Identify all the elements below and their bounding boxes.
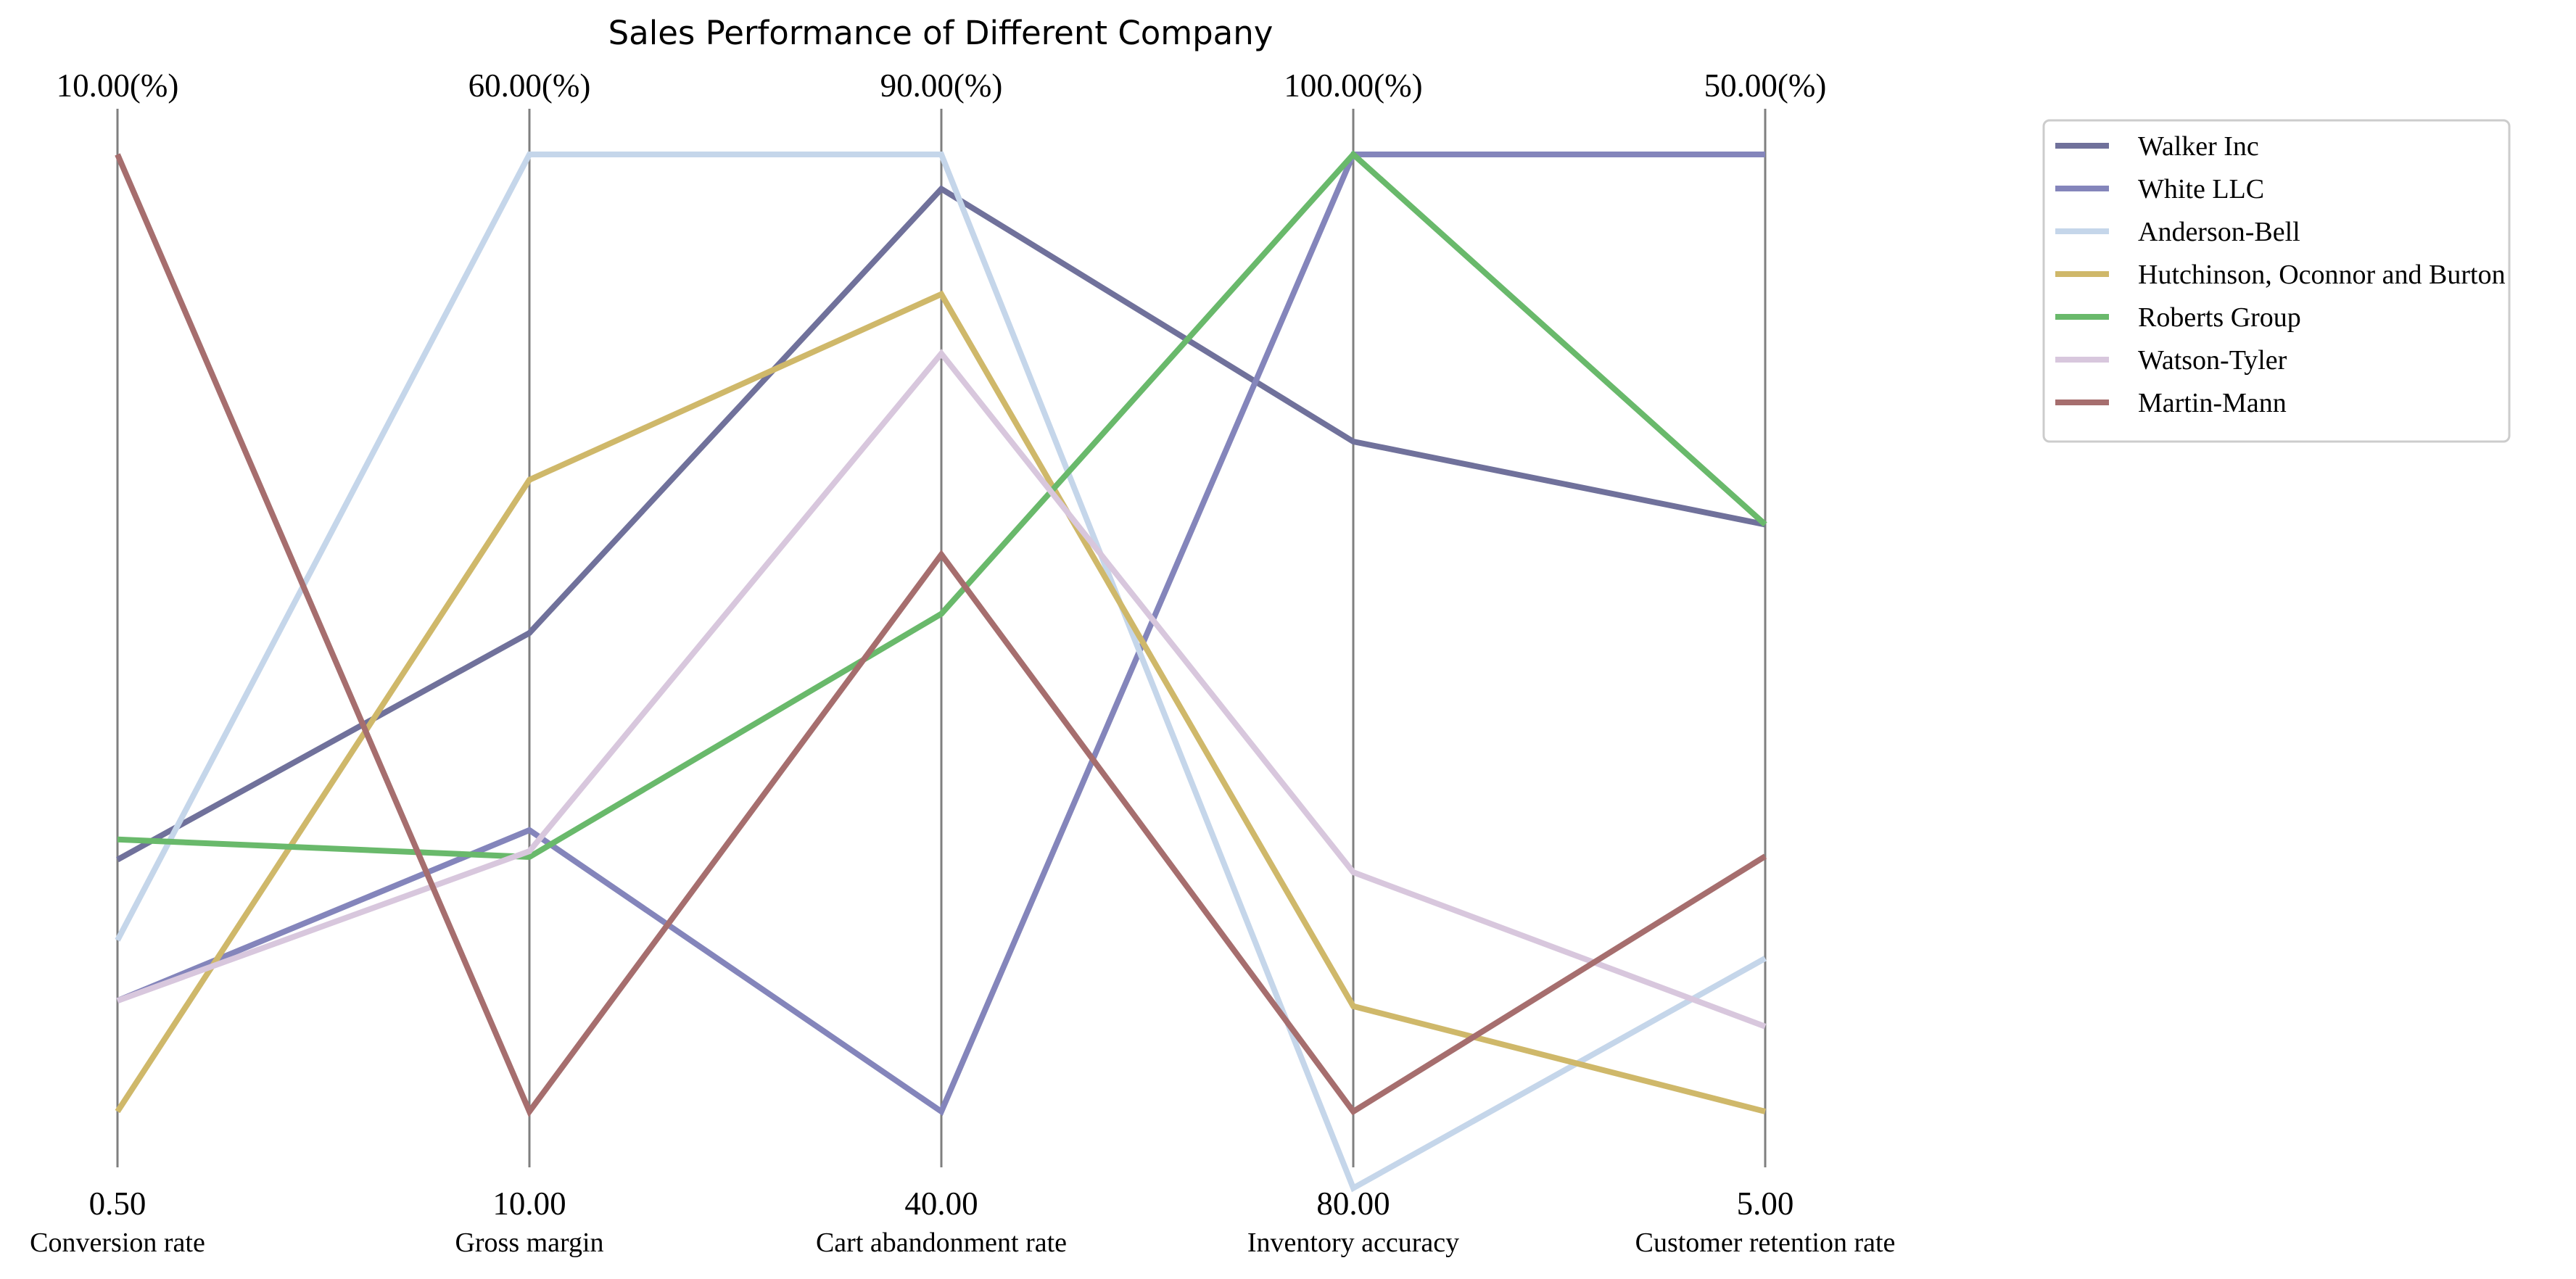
legend-entry-label: Anderson-Bell bbox=[2138, 217, 2300, 247]
axis-name-label: Conversion rate bbox=[30, 1228, 205, 1258]
axis-max-label: 100.00(%) bbox=[1284, 67, 1422, 104]
axis-min-label: 40.00 bbox=[904, 1185, 978, 1222]
axis-name-label: Cart abandonment rate bbox=[816, 1228, 1067, 1258]
axis-max-label: 50.00(%) bbox=[1704, 67, 1827, 104]
series-line-hutchinson-oconnor-and-burton bbox=[115, 290, 1766, 1114]
axes-layer: 10.00(%) 0.50 Conversion rate 60.00(%) 10.00… bbox=[30, 67, 1895, 1258]
axis-name-label: Customer retention rate bbox=[1635, 1228, 1896, 1258]
series-lines-layer bbox=[115, 150, 1767, 1193]
axis-max-label: 10.00(%) bbox=[57, 67, 179, 104]
axis-name-label: Inventory accuracy bbox=[1247, 1228, 1459, 1258]
legend-frame bbox=[2042, 119, 2511, 443]
series-line-martin-mann bbox=[115, 153, 1767, 1117]
series-line-walker-inc bbox=[116, 185, 1766, 863]
legend: Walker Inc White LLC Anderson-Bell Hutchins… bbox=[2042, 119, 2511, 443]
legend-entry-label: Hutchinson, Oconnor and Burton bbox=[2138, 260, 2506, 290]
series-line-anderson-bell bbox=[115, 152, 1767, 1193]
axis-max-label: 60.00(%) bbox=[468, 67, 591, 104]
series-line-white-llc bbox=[116, 152, 1765, 1117]
chart-title: Sales Performance of Different Company bbox=[608, 14, 1273, 52]
axis-min-label: 5.00 bbox=[1737, 1185, 1794, 1222]
axis-min-label: 10.00 bbox=[492, 1185, 566, 1222]
legend-entry-label: White LLC bbox=[2138, 174, 2264, 204]
axis-name-label: Gross margin bbox=[455, 1228, 603, 1258]
axis-min-label: 0.50 bbox=[89, 1185, 146, 1222]
axis-min-label: 80.00 bbox=[1316, 1185, 1390, 1222]
axis-max-label: 90.00(%) bbox=[880, 67, 1003, 104]
legend-entry-label: Roberts Group bbox=[2138, 302, 2301, 333]
legend-entry-label: Martin-Mann bbox=[2138, 388, 2287, 418]
series-line-roberts-group bbox=[117, 150, 1767, 860]
legend-entry-label: Watson-Tyler bbox=[2138, 345, 2287, 376]
series-line-watson-tyler bbox=[116, 349, 1767, 1030]
legend-entry-label: Walker Inc bbox=[2138, 131, 2259, 162]
